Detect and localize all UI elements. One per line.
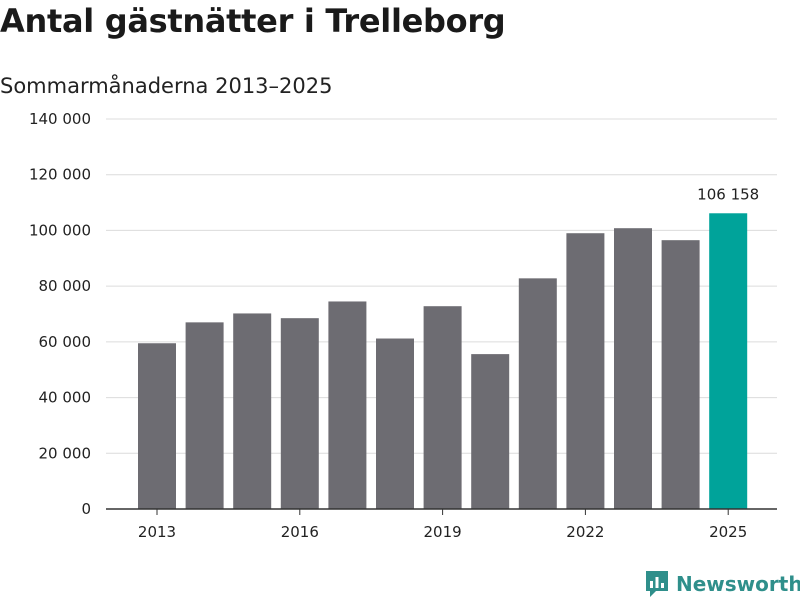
bar-2018: [376, 338, 414, 509]
y-tick-label: 20 000: [39, 444, 92, 462]
bar-2023: [614, 228, 652, 509]
y-tick-label: 40 000: [39, 389, 92, 407]
bar-2014: [185, 322, 224, 509]
bar-2021: [518, 278, 557, 509]
y-tick-label: 80 000: [39, 277, 92, 295]
y-tick-label: 120 000: [29, 166, 91, 184]
bar-2017: [328, 301, 367, 509]
y-tick-label: 60 000: [39, 333, 92, 351]
bar-2022: [566, 233, 605, 509]
newsworthy-logo: Newsworthy: [644, 569, 800, 599]
bar-2013: [138, 343, 176, 509]
y-tick-label: 140 000: [29, 110, 91, 128]
newsworthy-logo-text: Newsworthy: [676, 572, 800, 596]
x-tick-label: 2019: [424, 523, 462, 541]
chart-subtitle: Sommarmånaderna 2013–2025: [0, 74, 333, 98]
data-labels: 106 158: [697, 185, 759, 203]
bar-2024: [661, 240, 700, 509]
bar-2015: [233, 313, 272, 509]
bar-2019: [423, 306, 462, 509]
chart-title: Antal gästnätter i Trelleborg: [0, 2, 506, 40]
y-tick-label: 0: [81, 500, 91, 518]
bar-2020: [471, 354, 510, 509]
newsworthy-logo-icon: [646, 571, 668, 597]
bar-2025: [709, 213, 748, 509]
y-axis-ticks: 0 20 000 40 000 60 000 80 000 100 000 120 000 1…: [29, 110, 91, 518]
x-tick-label: 2025: [709, 523, 747, 541]
data-label: 106 158: [697, 185, 759, 203]
x-tick-label: 2016: [281, 523, 319, 541]
x-axis-ticks: 2013 2016 2019 2022 2025: [138, 509, 747, 541]
x-tick-label: 2013: [138, 523, 176, 541]
y-tick-label: 100 000: [29, 221, 91, 239]
bar-2016: [280, 318, 319, 509]
bars: [138, 213, 748, 509]
x-tick-label: 2022: [566, 523, 604, 541]
